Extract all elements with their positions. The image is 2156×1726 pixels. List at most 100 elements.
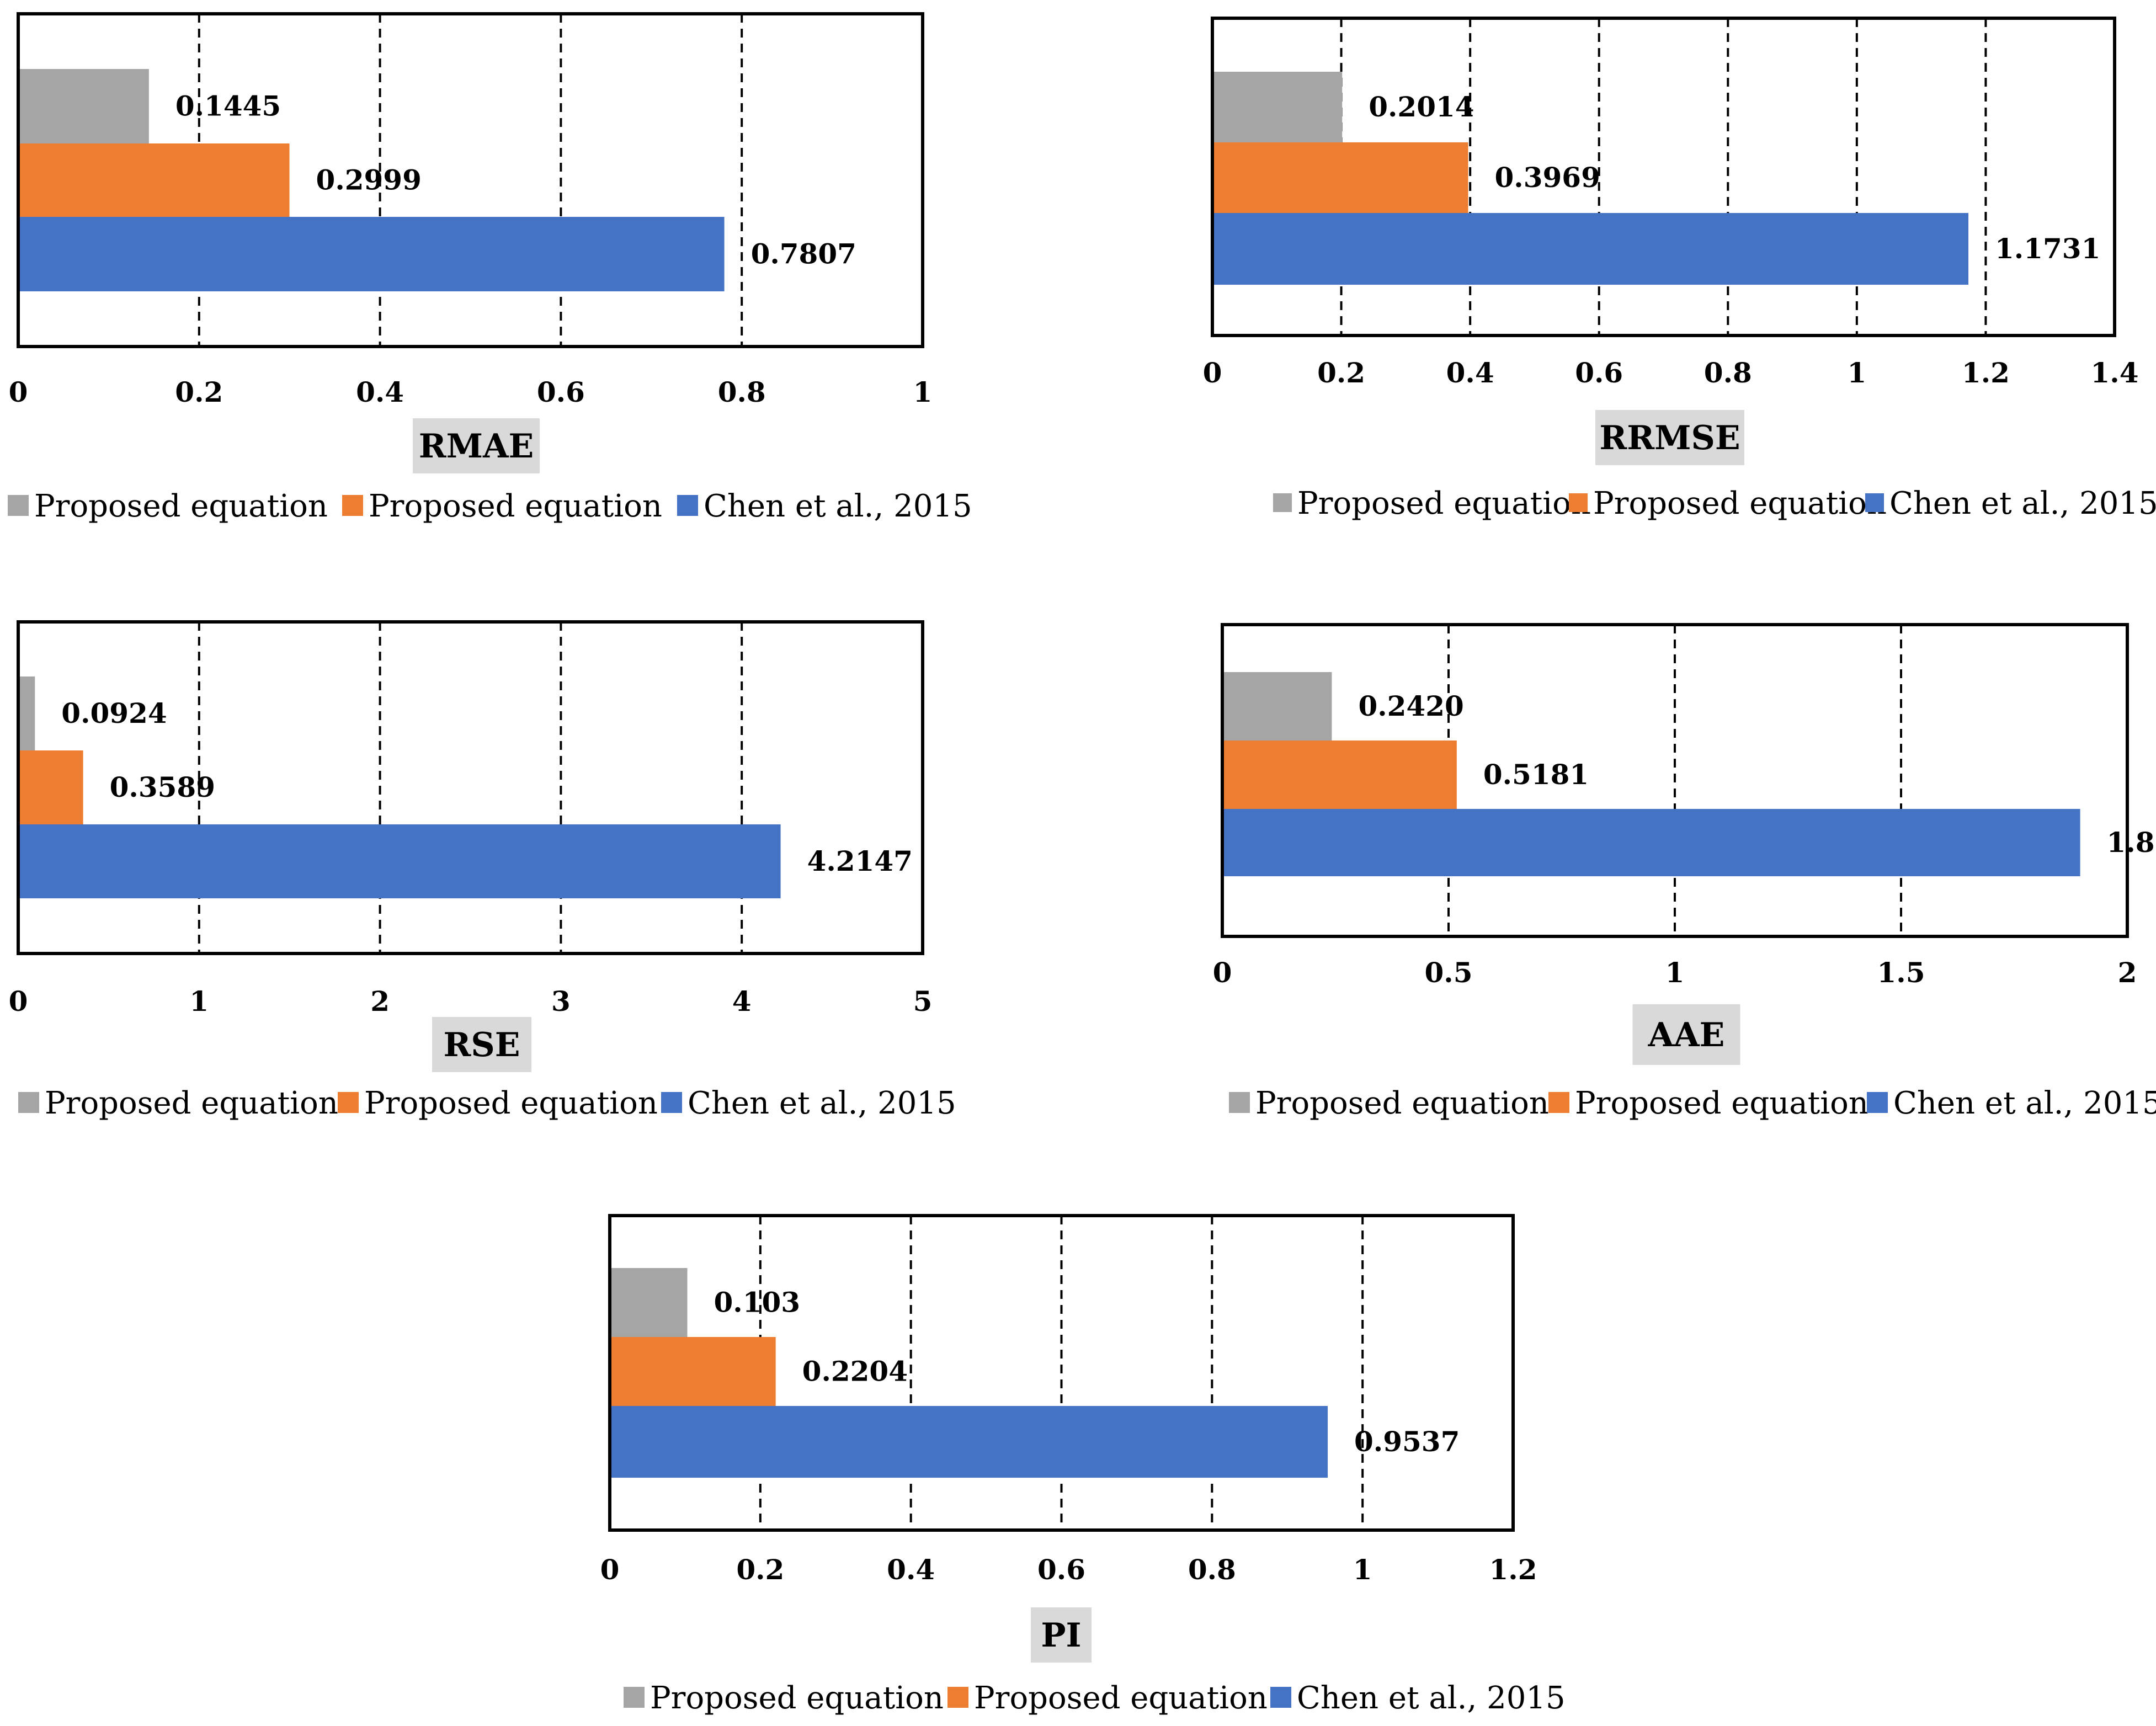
legend-swatch-blue <box>677 495 698 516</box>
bar-gray <box>18 69 149 143</box>
legend-swatch-orange <box>338 1092 359 1113</box>
legend-label: Proposed equation <box>34 488 328 524</box>
tick-label: 0.2 <box>175 376 223 408</box>
legend-swatch-blue <box>661 1092 682 1113</box>
legend-label: Proposed equation <box>45 1085 338 1121</box>
legend-label: Proposed equation <box>1255 1085 1549 1121</box>
tick-label: 3 <box>551 985 571 1018</box>
legend-label: Proposed equation <box>1575 1085 1868 1121</box>
legend-swatch-gray <box>624 1687 645 1708</box>
axis-title: RRMSE <box>1599 419 1740 457</box>
legend-swatch-blue <box>1270 1687 1291 1708</box>
tick-label: 1 <box>1847 356 1866 389</box>
axis-title-box <box>413 418 540 473</box>
data-label: 4.2147 <box>807 845 913 877</box>
bar-blue <box>1222 809 2080 876</box>
tick-label: 0.6 <box>1037 1553 1085 1586</box>
tick-label: 1.2 <box>1962 356 2010 389</box>
axis-title: AAE <box>1648 1016 1725 1054</box>
chart-rrmse: 0.2014 0.3969 1.1731 0 0.2 0.4 0.6 0.8 1 1.2 1.4 RR… <box>1203 17 2156 521</box>
legend-swatch-orange <box>342 495 363 516</box>
data-label: 0.7807 <box>751 238 856 270</box>
legend-label: Proposed equation <box>364 1085 658 1121</box>
axis-title-box <box>1031 1607 1092 1663</box>
legend-swatch-orange <box>1569 493 1588 512</box>
legend-label: Proposed equation <box>650 1680 944 1716</box>
tick-label: 0 <box>9 376 28 408</box>
tick-label: 0.4 <box>356 376 404 408</box>
chart-pi: 0.103 0.2204 0.9537 0 0.2 0.4 0.6 0.8 1 1.2 PI Prop… <box>600 1214 1566 1716</box>
tick-label: 4 <box>732 985 752 1018</box>
legend: Proposed equation Proposed equation Chen e… <box>624 1680 1566 1716</box>
tick-label: 0.6 <box>537 376 585 408</box>
axis-title-box <box>1632 1004 1740 1065</box>
data-label: 0.1445 <box>175 90 281 122</box>
data-label: 0.2999 <box>316 164 422 196</box>
legend-swatch-blue <box>1865 493 1884 512</box>
axis-title: RSE <box>444 1026 520 1064</box>
axis-title: PI <box>1041 1616 1081 1655</box>
tick-label: 1 <box>189 985 209 1018</box>
data-label: 0.9537 <box>1354 1425 1460 1458</box>
tick-label: 2 <box>370 985 390 1018</box>
axis-title-box <box>432 1017 531 1072</box>
bar-orange <box>610 1337 776 1406</box>
legend-swatch-gray <box>8 495 29 516</box>
legend-label: Proposed equation <box>369 488 662 524</box>
tick-label: 0.2 <box>736 1553 784 1586</box>
axis-title-box <box>1595 410 1744 465</box>
chart-rse: 0.0924 0.3589 4.2147 0 1 2 3 4 5 RSE Proposed equa… <box>9 620 956 1121</box>
chart-rmae: 0.1445 0.2999 0.7807 0 0.2 0.4 0.6 0.8 1 RMAE Prop… <box>8 12 972 524</box>
bar-blue <box>610 1406 1328 1478</box>
plot-frame <box>17 12 924 348</box>
data-label: 0.3589 <box>110 771 215 803</box>
legend-label: Chen et al., 2015 <box>1893 1085 2156 1121</box>
legend-swatch-gray <box>1229 1092 1250 1113</box>
tick-label: 0.4 <box>887 1553 935 1586</box>
bar-gray <box>610 1268 688 1337</box>
bar-gray <box>18 676 35 750</box>
legend-label: Proposed equation <box>974 1680 1268 1716</box>
plot-frame <box>608 1214 1515 1532</box>
data-label: 0.2420 <box>1358 690 1463 722</box>
legend: Proposed equation Proposed equation Chen e… <box>1273 486 2156 521</box>
tick-label: 5 <box>913 985 933 1018</box>
data-label: 1.1731 <box>1995 232 2100 265</box>
legend: Proposed equation Proposed equation Chen e… <box>1229 1085 2156 1121</box>
legend-swatch-blue <box>1867 1092 1888 1113</box>
tick-label: 1 <box>1665 956 1685 989</box>
legend-swatch-orange <box>947 1687 968 1708</box>
plot-frame <box>17 620 924 955</box>
tick-label: 0 <box>1203 356 1222 389</box>
data-label: 0.2204 <box>802 1355 908 1388</box>
data-label: 0.3969 <box>1495 161 1600 194</box>
data-label: 0.0924 <box>61 697 167 729</box>
bar-blue <box>18 824 781 898</box>
legend: Proposed equation Proposed equation Chen e… <box>8 488 972 524</box>
tick-label: 0.4 <box>1446 356 1494 389</box>
legend-swatch-orange <box>1548 1092 1569 1113</box>
tick-label: 0.8 <box>1704 356 1752 389</box>
tick-label: 0.6 <box>1575 356 1623 389</box>
bar-gray <box>1212 72 1343 142</box>
axis-title: RMAE <box>419 427 534 466</box>
tick-label: 0.8 <box>718 376 766 408</box>
legend-swatch-gray <box>1273 493 1292 512</box>
legend-swatch-gray <box>18 1092 39 1113</box>
tick-label: 0 <box>1213 956 1232 989</box>
bar-gray <box>1222 672 1332 741</box>
data-label: 0.2014 <box>1369 90 1474 123</box>
tick-label: 0.8 <box>1188 1553 1236 1586</box>
tick-label: 1.5 <box>1877 956 1925 989</box>
bar-blue <box>1212 213 1969 285</box>
data-label: 0.5181 <box>1483 758 1589 791</box>
bar-blue <box>18 217 725 291</box>
tick-label: 1 <box>1353 1553 1372 1586</box>
data-label: 1.8958 <box>2107 826 2156 859</box>
legend: Proposed equation Proposed equation Chen e… <box>18 1085 956 1121</box>
bar-orange <box>18 750 83 824</box>
bar-orange <box>1212 142 1468 213</box>
tick-label: 0.5 <box>1425 956 1473 989</box>
